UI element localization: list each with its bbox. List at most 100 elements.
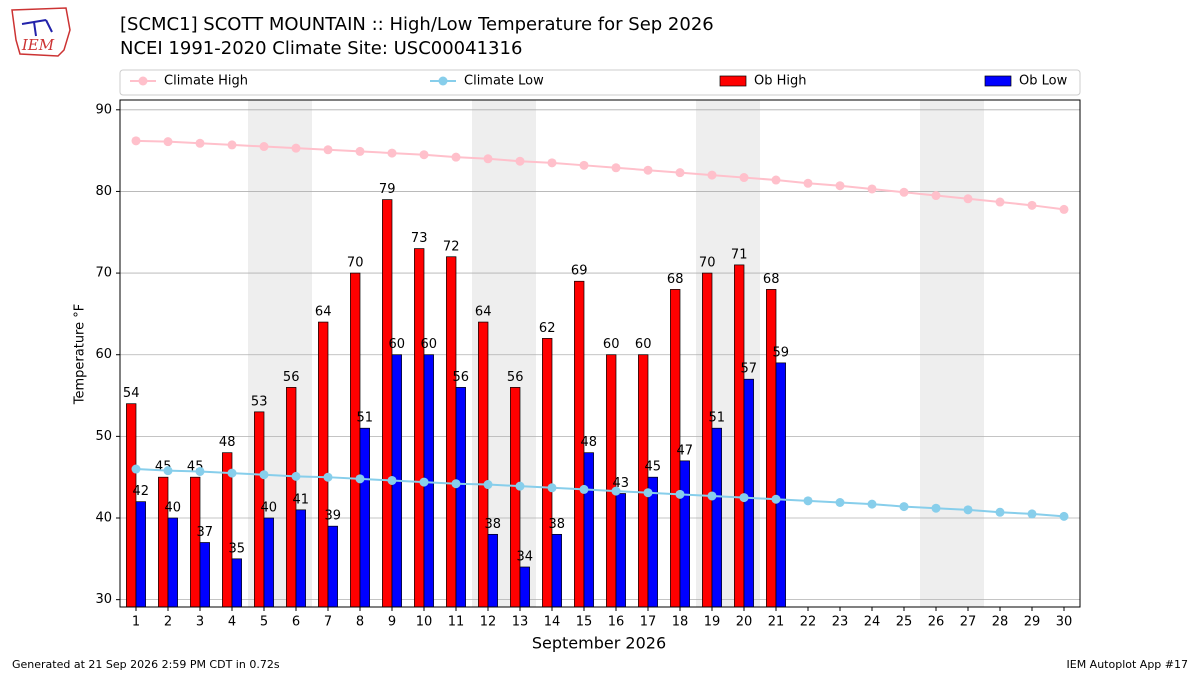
x-tick-label: 13: [512, 615, 529, 630]
bar: [414, 248, 425, 608]
bar: [711, 427, 722, 608]
y-tick-label: 60: [95, 347, 112, 362]
line-point: [739, 493, 749, 503]
line-point: [163, 466, 173, 476]
line-point: [291, 471, 301, 481]
bar-label: 56: [283, 370, 300, 385]
bar: [478, 321, 489, 608]
line-point: [643, 165, 653, 175]
bar-label: 72: [443, 239, 460, 254]
line-point: [707, 170, 717, 180]
line-point: [195, 466, 205, 476]
bar-label: 69: [571, 264, 588, 279]
bar: [158, 476, 169, 608]
bar-label: 51: [709, 411, 726, 426]
line-point: [451, 479, 461, 489]
x-tick-label: 15: [576, 615, 593, 630]
x-tick-label: 27: [960, 615, 977, 630]
x-tick-label: 25: [896, 615, 913, 630]
line-point: [739, 173, 749, 183]
bar: [263, 517, 274, 608]
legend-swatch: [984, 75, 1012, 87]
x-tick-label: 1: [132, 615, 140, 630]
x-tick-label: 26: [928, 615, 945, 630]
bar-label: 45: [645, 460, 662, 475]
bar: [638, 354, 649, 608]
y-tick-label: 30: [95, 592, 112, 607]
x-tick-label: 28: [992, 615, 1009, 630]
bar: [551, 533, 562, 608]
line-point: [867, 499, 877, 509]
line-point: [259, 470, 269, 480]
bar: [734, 264, 745, 608]
line-point: [867, 184, 877, 194]
legend-label: Climate High: [164, 74, 248, 89]
bar-label: 60: [421, 337, 438, 352]
line-point: [579, 160, 589, 170]
bar-label: 51: [357, 411, 374, 426]
bar: [487, 533, 498, 608]
line-point: [1059, 204, 1069, 214]
legend-marker: [138, 76, 148, 86]
bar-label: 35: [229, 541, 246, 556]
logo: IEM: [11, 7, 71, 57]
line-point: [931, 503, 941, 513]
x-tick-label: 16: [608, 615, 625, 630]
line-point: [707, 491, 717, 501]
y-tick-label: 50: [95, 429, 112, 444]
bar-label: 41: [293, 492, 310, 507]
line-point: [291, 143, 301, 153]
bar-label: 71: [731, 247, 748, 262]
bar: [766, 289, 777, 608]
bar: [455, 387, 466, 608]
bar: [615, 493, 626, 608]
line-point: [1027, 200, 1037, 210]
x-tick-label: 4: [228, 615, 236, 630]
x-tick-label: 11: [448, 615, 465, 630]
bar: [679, 460, 690, 608]
line-point: [483, 480, 493, 490]
line-point: [611, 163, 621, 173]
legend-label: Climate Low: [464, 74, 544, 89]
bar-label: 68: [667, 272, 684, 287]
x-tick-label: 10: [416, 615, 433, 630]
bar-label: 47: [677, 443, 694, 458]
footer-left: Generated at 21 Sep 2026 2:59 PM CDT in …: [12, 658, 280, 671]
x-tick-label: 20: [736, 615, 753, 630]
bar-label: 70: [347, 256, 364, 271]
line-point: [515, 156, 525, 166]
line-point: [323, 145, 333, 155]
logo-text: IEM: [21, 36, 55, 54]
line-point: [355, 474, 365, 484]
bar-label: 57: [741, 362, 758, 377]
bar-label: 73: [411, 231, 428, 246]
chart-subtitle: NCEI 1991-2020 Climate Site: USC00041316: [120, 38, 522, 59]
line-point: [611, 486, 621, 496]
bar: [702, 272, 713, 608]
bar: [743, 378, 754, 608]
y-axis-label: Temperature °F: [73, 304, 88, 405]
x-tick-label: 5: [260, 615, 268, 630]
weekend-shade: [952, 100, 984, 607]
bar: [190, 476, 201, 608]
line-point: [835, 181, 845, 191]
line-point: [675, 489, 685, 499]
x-tick-label: 14: [544, 615, 561, 630]
bar: [583, 452, 594, 608]
line: [135, 468, 1065, 518]
bar: [318, 321, 329, 608]
line-point: [259, 142, 269, 152]
chart-title: [SCMC1] SCOTT MOUNTAIN :: High/Low Tempe…: [120, 14, 714, 35]
x-tick-label: 29: [1024, 615, 1041, 630]
line-point: [963, 194, 973, 204]
bar: [135, 501, 146, 608]
bar-label: 56: [453, 370, 470, 385]
bar-label: 38: [549, 517, 566, 532]
line: [135, 139, 1065, 211]
line-point: [771, 494, 781, 504]
line-point: [899, 187, 909, 197]
line-point: [803, 178, 813, 188]
bar-label: 60: [389, 337, 406, 352]
bar-label: 48: [581, 435, 598, 450]
